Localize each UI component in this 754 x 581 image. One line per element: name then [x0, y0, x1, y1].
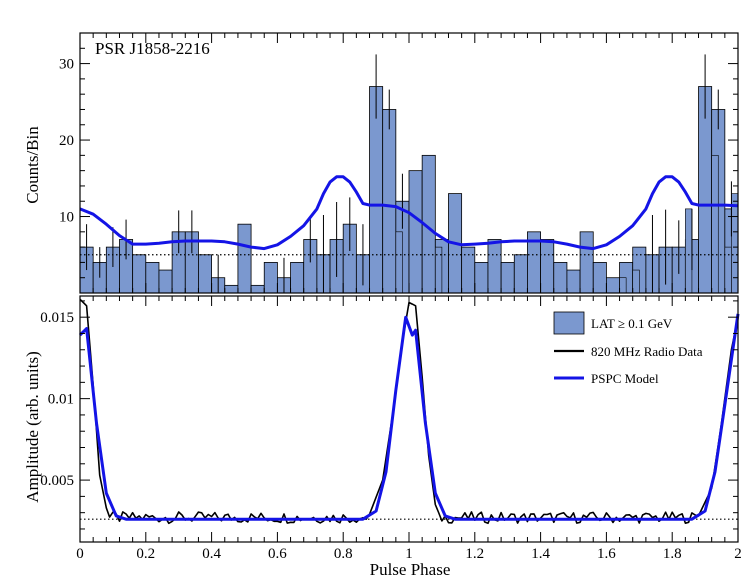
radio-panel: 0 0.2 0.4 0.6 0.8 1 1.2 1.4 1.6 1.8 2 0.005 0.01 0.01… — [40, 295, 742, 562]
histogram-bar — [500, 262, 515, 294]
x-tick-label: 1.2 — [465, 546, 484, 562]
pspc-model-curve-bottom — [78, 313, 740, 521]
histogram-bar — [435, 246, 443, 294]
x-axis-title: Pulse Phase — [370, 560, 451, 579]
histogram-bar — [237, 223, 252, 294]
x-tick-label: 0.4 — [202, 546, 221, 562]
y-tick-label-bottom: 0.015 — [40, 310, 74, 326]
top-y-axis-title: Counts/Bin — [23, 126, 42, 204]
histogram-bar — [724, 246, 732, 294]
histogram-bar — [685, 208, 693, 294]
x-tick-label: 1.4 — [531, 546, 550, 562]
histogram-bar — [711, 155, 719, 294]
legend-radio-label: 820 MHz Radio Data — [591, 344, 703, 359]
histogram-bar — [592, 262, 607, 294]
y-tick-label-bottom: 0.005 — [40, 473, 74, 489]
histogram-bar — [540, 239, 555, 294]
x-tick-label: 1.6 — [597, 546, 616, 562]
histogram-bar — [474, 262, 489, 294]
histogram-bar — [632, 269, 640, 294]
x-tick-label: 0.2 — [136, 546, 155, 562]
x-tick-label: 0 — [76, 546, 84, 562]
histogram-bar — [263, 262, 278, 294]
legend-model-label: PSPC Model — [591, 371, 659, 386]
histogram-bar — [395, 231, 403, 294]
y-tick-label-bottom: 0.01 — [48, 392, 74, 408]
histogram-bar — [382, 109, 397, 294]
y-tick-label-top: 10 — [59, 210, 74, 226]
histogram-bar — [513, 254, 528, 294]
pulsar-name-label: PSR J1858-2216 — [95, 39, 210, 58]
histogram-bar — [487, 239, 502, 294]
histogram-bar — [198, 254, 213, 294]
y-tick-label-top: 30 — [59, 57, 74, 73]
histogram-bar — [158, 269, 173, 294]
histogram-bar — [619, 277, 627, 294]
x-tick-label: 2 — [734, 546, 742, 562]
radio-data-curve — [79, 298, 739, 525]
legend-lat-swatch — [553, 311, 585, 335]
histogram-bar — [145, 262, 160, 294]
bottom-panel-frame — [79, 295, 739, 543]
y-tick-label-top: 20 — [59, 133, 74, 149]
histogram-bar — [461, 246, 476, 294]
histogram-bar — [290, 262, 305, 294]
histogram-bar — [250, 284, 265, 294]
legend-lat-label: LAT ≥ 0.1 GeV — [591, 316, 673, 331]
histogram-bar — [553, 262, 568, 294]
histogram-bar — [566, 269, 581, 294]
x-tick-label: 0.6 — [268, 546, 287, 562]
histogram-bar — [224, 284, 239, 294]
gamma-ray-panel: 10 20 30 — [59, 32, 739, 294]
pspc-model-curve-top — [79, 175, 739, 251]
x-tick-label: 1.8 — [663, 546, 682, 562]
histogram-bar — [132, 254, 147, 294]
x-tick-label: 1 — [405, 546, 413, 562]
histogram-bar — [408, 170, 423, 294]
x-tick-label: 0.8 — [334, 546, 353, 562]
histogram-bar — [606, 277, 620, 294]
bottom-y-axis-title: Amplitude (arb. units) — [23, 351, 42, 503]
legend: LAT ≥ 0.1 GeV 820 MHz Radio Data PSPC Mo… — [553, 311, 703, 386]
histogram-bar — [579, 231, 594, 294]
